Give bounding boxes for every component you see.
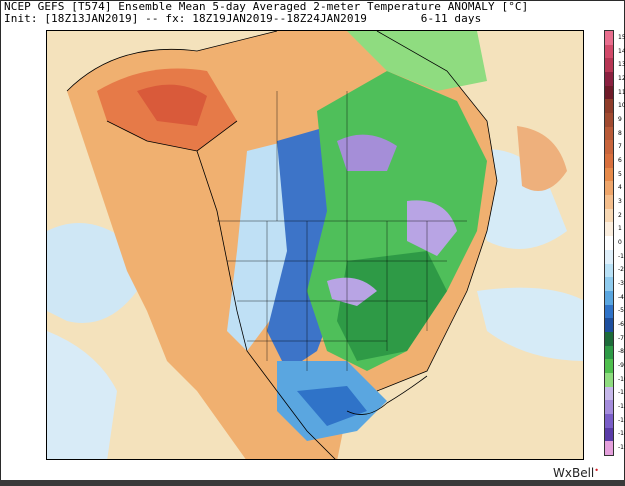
midwest-purple-core (327, 277, 377, 306)
wxbell-logo: WxBell• (553, 466, 599, 480)
colorbar-segment (605, 195, 613, 210)
colorbar-segment (605, 359, 613, 374)
colorbar-segment (605, 222, 613, 237)
colorbar-segment (605, 372, 613, 388)
colorbar-tick-label: -6 (618, 321, 624, 329)
colorbar-tick-label: -2 (618, 266, 624, 274)
anomaly-map (46, 30, 584, 460)
pacific-cool-south (47, 331, 117, 459)
colorbar-tick-label: 2 (618, 211, 622, 219)
colorbar-segment (605, 413, 613, 429)
colorbar-tick-label: -8 (618, 348, 624, 356)
colorbar-tick-label: 14 (618, 47, 625, 55)
colorbar-tick-label: -3 (618, 280, 624, 288)
colorbar-segment (605, 58, 613, 73)
colorbar-segment (605, 386, 613, 401)
colorbar-segment (605, 290, 613, 306)
colorbar-tick-label: -12 (618, 403, 625, 411)
atlantic-warm-patch (517, 126, 567, 191)
colorbar-segment (605, 331, 613, 347)
atlantic-cool-mid (477, 287, 583, 361)
colorbar-tick-label: 13 (618, 61, 625, 69)
colorbar-tick-label: -4 (618, 293, 624, 301)
colorbar-tick-label: 5 (618, 170, 622, 178)
colorbar-tick-label: -1 (618, 252, 624, 260)
title-line-1: NCEP GEFS [T574] Ensemble Mean 5-day Ave… (4, 0, 529, 13)
colorbar-segment (605, 126, 613, 141)
pacific-cool-patch (47, 223, 137, 323)
hudson-purple-core (337, 134, 397, 171)
quebec-purple-core (407, 200, 457, 256)
colorbar-tick-label: 0 (618, 239, 622, 246)
colorbar-segment (605, 85, 613, 100)
colorbar-tick-label: 3 (618, 197, 622, 205)
state-province-borders (217, 91, 467, 371)
colorbar-segment (605, 208, 613, 223)
colorbar-segment (605, 263, 613, 278)
colorbar-segment (605, 236, 613, 251)
colorbar-segment (605, 441, 613, 456)
colorbar-segment (605, 304, 613, 319)
colorbar-segment (605, 277, 613, 292)
colorbar-tick-label: 8 (618, 129, 622, 137)
alaska-core-anomaly (137, 84, 207, 126)
arctic-green (347, 31, 487, 91)
map-canvas (47, 31, 583, 459)
colorbar-tick-label: -13 (618, 416, 625, 424)
colorbar-tick-label: -7 (618, 334, 624, 342)
brand-dot: • (594, 466, 599, 475)
brand-text: WxBell (553, 466, 595, 480)
colorbar-segment (605, 345, 613, 360)
colorbar-segment (605, 113, 613, 128)
coastlines (66, 31, 498, 459)
title-line-2: Init: [18Z13JAN2019] -- fx: 18Z19JAN2019… (4, 12, 482, 25)
colorbar-tick-label: -11 (618, 389, 625, 397)
colorbar-tick-label: 11 (618, 88, 625, 96)
colorbar-segment (605, 249, 613, 264)
colorbar-tick-label: -15 (618, 444, 625, 452)
colorbar-segment (605, 181, 613, 196)
colorbar-segment (605, 167, 613, 182)
colorbar-tick-label: 12 (618, 74, 625, 82)
colorbar-tick-label: 9 (618, 115, 622, 123)
colorbar-tick-label: 7 (618, 143, 622, 151)
colorbar-segment (605, 140, 613, 155)
colorbar-segment (605, 99, 613, 114)
colorbar-tick-label: 10 (618, 102, 625, 110)
colorbar-tick-label: -5 (618, 307, 624, 315)
colorbar-segment (605, 400, 613, 415)
colorbar-segment (605, 318, 613, 333)
colorbar-segment (605, 31, 613, 46)
colorbar-tick-label: -14 (618, 430, 625, 438)
colorbar-segment (605, 44, 613, 59)
colorbar-tick-label: -10 (618, 375, 625, 383)
colorbar (604, 30, 614, 456)
colorbar-tick-label: 1 (618, 225, 622, 233)
gulf-blue-core (297, 386, 367, 426)
bottom-bar (0, 480, 625, 486)
southeast-deep-green (337, 251, 447, 361)
colorbar-tick-label: 6 (618, 156, 622, 164)
colorbar-tick-label: -9 (618, 362, 624, 370)
colorbar-segment (605, 72, 613, 87)
colorbar-segment (605, 427, 613, 442)
colorbar-tick-label: 15 (618, 33, 625, 41)
colorbar-tick-label: 4 (618, 184, 622, 192)
colorbar-segment (605, 154, 613, 169)
